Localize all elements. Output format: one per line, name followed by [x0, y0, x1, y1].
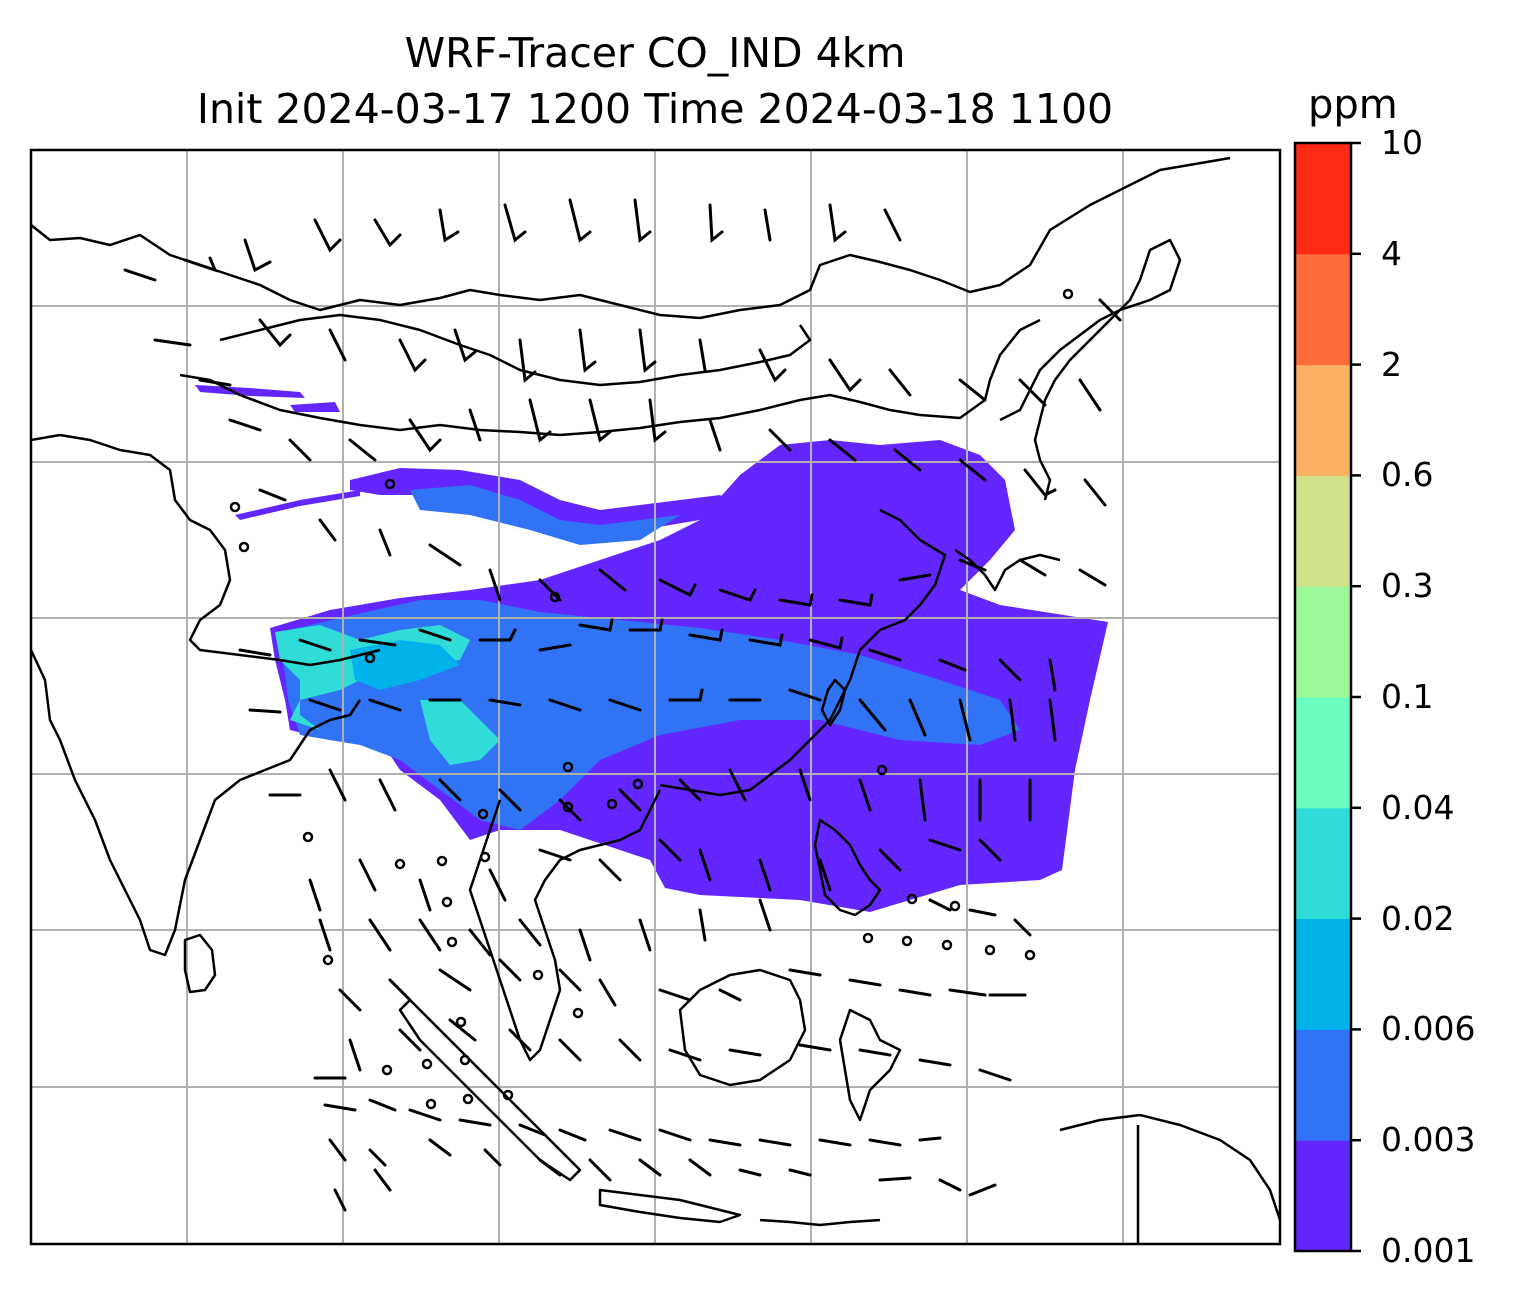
- colorbar-tick-label-2: 0.006: [1381, 1009, 1476, 1049]
- colorbar-tick-label-6: 0.3: [1381, 566, 1434, 606]
- coastline-east-china: [659, 508, 947, 797]
- colorbar-tick-label-5: 0.1: [1381, 677, 1434, 716]
- coastlines-borders: [31, 156, 1280, 1244]
- concentration-patch-nw2: [290, 402, 340, 412]
- co-concentration-field: [195, 385, 1108, 912]
- colorbar-tick-label-7: 0.6: [1381, 455, 1434, 495]
- concentration-mid-band: [280, 600, 1020, 830]
- calm-wind-markers: [229, 288, 1074, 1110]
- map-title-line-2: Init 2024-03-17 1200 Time 2024-03-18 110…: [196, 85, 1114, 133]
- colorbar-segment-1: [1295, 1029, 1351, 1141]
- map-gridlines: [31, 150, 1280, 1244]
- colorbar-unit-label: ppm: [1308, 82, 1398, 128]
- colorbar-segment-2: [1295, 918, 1351, 1030]
- coastline-sulawesi: [838, 1008, 902, 1122]
- concentration-strand: [235, 490, 360, 520]
- coastline-taiwan: [820, 678, 847, 727]
- coastline-new-guinea: [1059, 1113, 1280, 1221]
- concentration-north-mid: [410, 485, 680, 545]
- colorbar-segment-9: [1295, 143, 1351, 255]
- colorbar-tick-label-10: 10: [1381, 123, 1423, 162]
- coastline-japan: [999, 238, 1182, 501]
- colorbar-segment-6: [1295, 475, 1351, 587]
- colorbar-segment-5: [1295, 586, 1351, 698]
- map-title-line-1: WRF-Tracer CO_IND 4km: [404, 29, 906, 77]
- concentration-north-band: [350, 468, 740, 530]
- map-area: [31, 150, 1280, 1244]
- border-central-asia: [31, 433, 381, 667]
- colorbar-tick-label-4: 0.04: [1381, 787, 1455, 827]
- colorbar-tick-label-1: 0.003: [1381, 1120, 1476, 1160]
- concentration-patch-nw: [195, 385, 305, 398]
- concentration-core-3: [420, 700, 500, 765]
- colorbar-segment-0: [1295, 1140, 1351, 1252]
- colorbar-tick-label-9: 4: [1381, 233, 1402, 273]
- coastline-lesser-sunda: [759, 1218, 881, 1227]
- wind-barbs: [123, 198, 1122, 1212]
- border-china-north: [179, 318, 1041, 437]
- coastline-philippines: [813, 818, 882, 917]
- colorbar: [1295, 141, 1361, 1253]
- concentration-core-2: [350, 640, 460, 690]
- colorbar-tick-label-8: 2: [1381, 344, 1402, 384]
- coastline-sri-lanka: [183, 933, 217, 994]
- map-frame: [29, 148, 1282, 1246]
- colorbar-tick-label-3: 0.02: [1381, 898, 1455, 938]
- coastline-indochina: [468, 789, 662, 1062]
- coastline-korea: [954, 548, 1061, 592]
- colorbar-segment-7: [1295, 364, 1351, 476]
- coastline-sumatra: [398, 998, 582, 1182]
- coastline-java: [598, 1188, 742, 1224]
- coastline-india: [31, 649, 362, 957]
- colorbar-segment-4: [1295, 697, 1351, 809]
- coastline-borneo: [678, 968, 807, 1087]
- colorbar-segment-3: [1295, 807, 1351, 920]
- colorbar-tick-label-0: 0.001: [1381, 1231, 1476, 1270]
- colorbar-segment-8: [1295, 253, 1351, 366]
- colorbar-frame: [1293, 141, 1353, 1253]
